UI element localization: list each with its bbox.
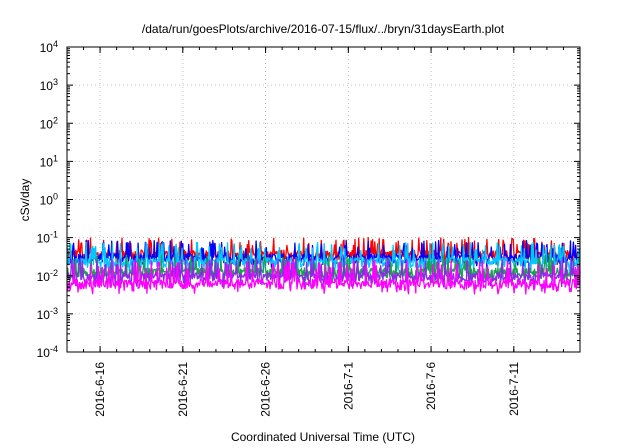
x-tick-label: 2016-7-11: [507, 362, 521, 416]
y-tick-labels: 10-4 10-3 10-2 10-1 100 101 102 103 104: [37, 39, 58, 360]
y-tick-label: 100: [40, 192, 58, 208]
x-tick-labels: 2016-6-16 2016-6-21 2016-6-26 2016-7-1 2016-…: [93, 362, 521, 417]
y-tick-label: 10-3: [37, 306, 58, 322]
x-tick-label: 2016-7-1: [341, 362, 355, 410]
chart-title: /data/run/goesPlots/archive/2016-07-15/f…: [142, 22, 505, 36]
series-line: [66, 259, 581, 295]
y-tick-label: 10-2: [37, 268, 58, 284]
y-tick-label: 103: [40, 77, 58, 93]
y-tick-label: 102: [40, 115, 58, 131]
x-tick-label: 2016-6-16: [93, 362, 107, 417]
y-tick-label: 104: [40, 39, 58, 55]
x-tick-label: 2016-7-6: [424, 362, 438, 410]
grid-lines: [67, 47, 580, 352]
series-layer: [66, 237, 581, 295]
y-tick-label: 10-4: [37, 344, 58, 360]
y-axis-label: cSv/day: [18, 179, 32, 222]
series-line: [66, 241, 581, 274]
y-tick-label: 101: [40, 153, 58, 169]
y-tick-label: 10-1: [37, 230, 58, 246]
x-tick-label: 2016-6-26: [259, 362, 273, 417]
x-tick-label: 2016-6-21: [176, 362, 190, 417]
tick-marks: [66, 46, 581, 353]
x-axis-label: Coordinated Universal Time (UTC): [231, 430, 415, 444]
